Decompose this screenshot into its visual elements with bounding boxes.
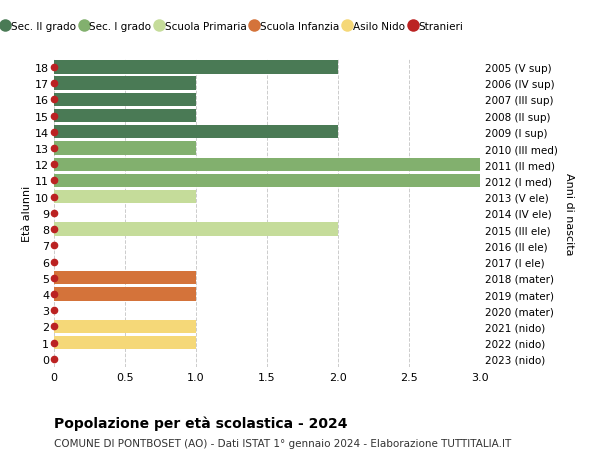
Legend: Sec. II grado, Sec. I grado, Scuola Primaria, Scuola Infanzia, Asilo Nido, Stran: Sec. II grado, Sec. I grado, Scuola Prim… bbox=[2, 22, 463, 32]
Bar bbox=[54, 174, 480, 188]
Text: Popolazione per età scolastica - 2024: Popolazione per età scolastica - 2024 bbox=[54, 415, 347, 430]
Bar bbox=[54, 61, 338, 74]
Bar bbox=[54, 320, 196, 333]
Bar bbox=[54, 94, 196, 107]
Bar bbox=[54, 288, 196, 301]
Text: COMUNE DI PONTBOSET (AO) - Dati ISTAT 1° gennaio 2024 - Elaborazione TUTTITALIA.: COMUNE DI PONTBOSET (AO) - Dati ISTAT 1°… bbox=[54, 438, 511, 448]
Bar bbox=[54, 126, 338, 139]
Bar bbox=[54, 272, 196, 285]
Bar bbox=[54, 110, 196, 123]
Y-axis label: Anni di nascita: Anni di nascita bbox=[565, 172, 574, 255]
Bar bbox=[54, 158, 480, 172]
Bar bbox=[54, 336, 196, 350]
Bar bbox=[54, 142, 196, 155]
Bar bbox=[54, 77, 196, 90]
Y-axis label: Età alunni: Età alunni bbox=[22, 185, 32, 241]
Bar bbox=[54, 223, 338, 236]
Bar bbox=[54, 190, 196, 204]
